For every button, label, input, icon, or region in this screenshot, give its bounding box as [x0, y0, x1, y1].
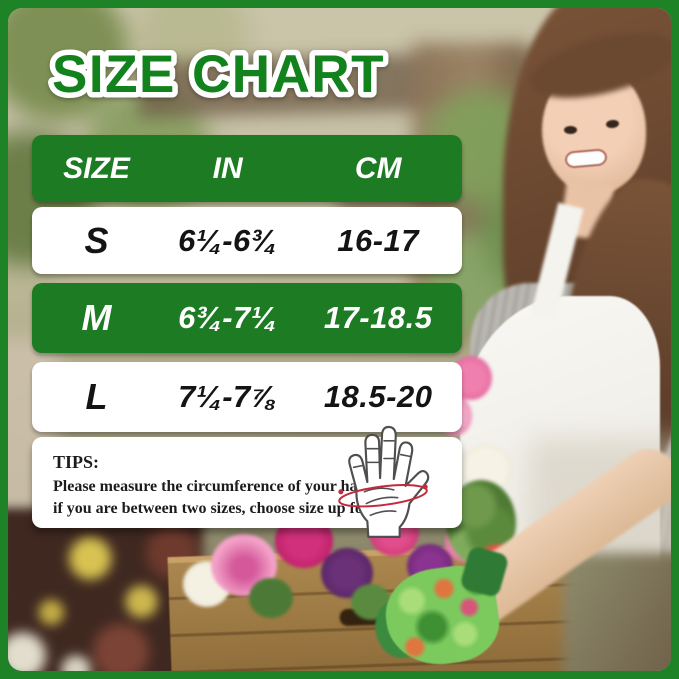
header-cell-size: SIZE [63, 151, 130, 185]
cell-size-l: L [85, 376, 108, 417]
cell-in-m: 6¾-7¼ [178, 300, 278, 335]
tips-line-2: if you are between two sizes, choose siz… [53, 499, 393, 517]
cell-in-l: 7¼-7⅞ [178, 379, 278, 414]
page-title-outline: SIZE CHART [52, 45, 385, 104]
table-row-s: S 6¼-6¾ 16-17 [32, 207, 462, 274]
table-row-m: M 6¾-7¼ 17-18.5 [32, 283, 462, 353]
leaf-blob [249, 578, 293, 618]
cell-in-s: 6¼-6¾ [178, 222, 278, 258]
cell-cm-s: 16-17 [337, 222, 420, 258]
tips-label: TIPS: [53, 452, 100, 472]
table-header-row: SIZE IN CM [32, 135, 462, 202]
gardening-glove [366, 545, 518, 671]
woman-eye-left [564, 126, 577, 134]
cell-cm-m: 17-18.5 [323, 300, 433, 335]
page-title-text: SIZE CHART [52, 45, 385, 104]
cell-size-s: S [84, 219, 109, 261]
cell-cm-l: 18.5-20 [323, 379, 433, 414]
tips-line-1: Please measure the circumference of your… [53, 478, 386, 495]
cell-size-m: M [81, 297, 112, 338]
planter-side-blur [563, 553, 671, 671]
header-cell-in: IN [212, 151, 243, 185]
hand-circumference-icon [338, 425, 430, 538]
tips-card: TIPS: Please measure the circumference o… [32, 425, 462, 538]
page-title: SIZE CHART SIZE CHART [47, 40, 390, 110]
table-row-l: L 7¼-7⅞ 18.5-20 [32, 362, 462, 432]
measure-line [338, 484, 428, 508]
header-cell-cm: CM [354, 151, 402, 185]
